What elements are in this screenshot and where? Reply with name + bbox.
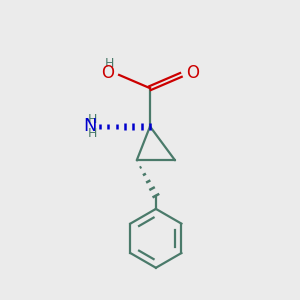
Text: O: O <box>101 64 114 82</box>
Text: H: H <box>104 57 114 70</box>
Text: O: O <box>186 64 199 82</box>
Text: H: H <box>88 127 97 140</box>
Text: N: N <box>83 117 97 135</box>
Text: H: H <box>88 113 97 127</box>
